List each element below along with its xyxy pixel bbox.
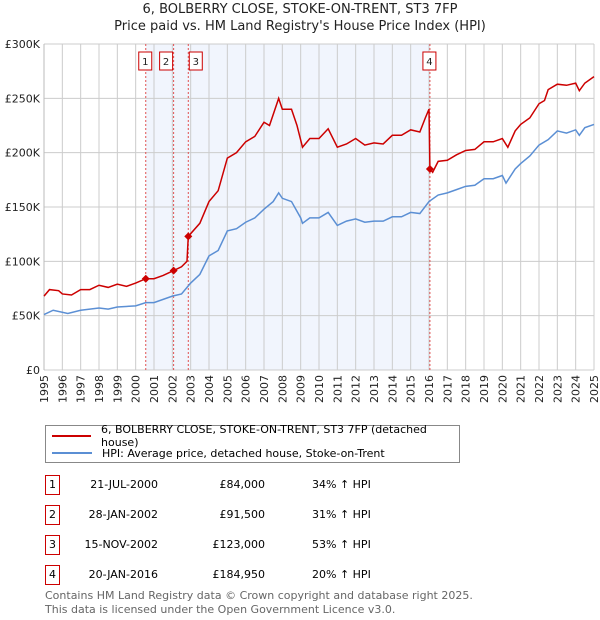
legend-label: HPI: Average price, detached house, Stok… <box>102 446 385 460</box>
x-tick-label: 2011 <box>331 375 344 403</box>
sale-price: £123,000 <box>212 538 266 551</box>
x-tick-label: 2001 <box>148 375 161 403</box>
legend-swatch-blue <box>52 452 92 454</box>
x-tick-label: 2018 <box>460 375 473 403</box>
y-tick-label: £150K <box>5 201 41 214</box>
series-line <box>43 123 595 316</box>
sale-marker-box <box>159 51 174 71</box>
sale-price: £184,950 <box>212 568 266 581</box>
sale-number: 1 <box>45 475 60 495</box>
x-tick-label: 2008 <box>276 375 289 403</box>
x-tick-label: 2019 <box>478 375 491 403</box>
x-tick-label: 2021 <box>515 375 528 403</box>
y-tick-label: £0 <box>26 364 40 377</box>
sale-date: 28-JAN-2002 <box>88 508 158 521</box>
x-tick-label: 2025 <box>588 375 600 403</box>
x-tick-label: 2002 <box>166 375 179 403</box>
y-tick-label: £50K <box>12 310 41 323</box>
x-tick-label: 2020 <box>496 375 509 403</box>
y-tick-label: £100K <box>5 255 41 268</box>
legend-item-property: 6, BOLBERRY CLOSE, STOKE-ON-TRENT, ST3 7… <box>52 423 459 449</box>
sale-point <box>425 165 434 174</box>
sale-row: 1 21-JUL-2000 £84,000 34% ↑ HPI <box>45 475 465 495</box>
sale-marker-label: 2 <box>163 57 169 68</box>
chart-subtitle: Price paid vs. HM Land Registry's House … <box>114 19 486 34</box>
sale-hpi-diff: 31% ↑ HPI <box>312 508 371 521</box>
sale-number: 3 <box>45 535 60 555</box>
sale-marker-label: 1 <box>142 57 148 68</box>
x-tick-label: 2014 <box>386 375 399 403</box>
x-tick-label: 1999 <box>111 375 124 403</box>
footer-line-1: Contains HM Land Registry data © Crown c… <box>45 589 473 602</box>
x-tick-label: 1995 <box>38 375 51 403</box>
x-tick-label: 2023 <box>551 375 564 403</box>
sale-price: £91,500 <box>219 508 266 521</box>
sale-marker-box <box>188 51 203 71</box>
sale-point <box>184 232 193 241</box>
legend: 6, BOLBERRY CLOSE, STOKE-ON-TRENT, ST3 7… <box>45 423 460 463</box>
sale-hpi-diff: 53% ↑ HPI <box>312 538 371 551</box>
x-tick-label: 2003 <box>185 375 198 403</box>
y-tick-label: £200K <box>5 147 41 160</box>
y-tick-label: £300K <box>5 38 41 51</box>
x-tick-label: 2022 <box>533 375 546 403</box>
legend-label: 6, BOLBERRY CLOSE, STOKE-ON-TRENT, ST3 7… <box>101 423 427 449</box>
sale-row: 4 20-JAN-2016 £184,950 20% ↑ HPI <box>45 565 465 585</box>
x-tick-label: 1998 <box>93 375 106 403</box>
sale-marker-box <box>422 51 437 71</box>
x-tick-label: 2012 <box>350 375 363 403</box>
sale-date: 21-JUL-2000 <box>90 478 158 491</box>
sale-marker-label: 3 <box>193 57 199 68</box>
x-tick-label: 2007 <box>258 375 271 403</box>
sale-marker-box <box>138 51 153 71</box>
x-tick-label: 2005 <box>221 375 234 403</box>
x-tick-label: 2004 <box>203 375 216 403</box>
x-tick-label: 1996 <box>56 375 69 403</box>
footer-line-2: This data is licensed under the Open Gov… <box>45 603 396 616</box>
x-tick-label: 2009 <box>295 375 308 403</box>
legend-swatch-red <box>52 435 92 437</box>
series-line <box>43 75 595 297</box>
sale-number: 4 <box>45 565 60 585</box>
x-tick-label: 1997 <box>75 375 88 403</box>
x-tick-label: 2016 <box>423 375 436 403</box>
sale-point <box>141 274 150 283</box>
legend-item-hpi: HPI: Average price, detached house, Stok… <box>52 445 385 461</box>
sale-row: 2 28-JAN-2002 £91,500 31% ↑ HPI <box>45 505 465 525</box>
x-tick-label: 2010 <box>313 375 326 403</box>
x-tick-label: 2013 <box>368 375 381 403</box>
sale-hpi-diff: 20% ↑ HPI <box>312 568 371 581</box>
y-tick-label: £250K <box>5 92 41 105</box>
x-tick-label: 2017 <box>441 375 454 403</box>
sale-point <box>169 266 178 275</box>
sale-date: 20-JAN-2016 <box>88 568 158 581</box>
chart-title: 6, BOLBERRY CLOSE, STOKE-ON-TRENT, ST3 7… <box>142 2 458 17</box>
sale-number: 2 <box>45 505 60 525</box>
sale-marker-label: 4 <box>426 57 432 68</box>
sale-row: 3 15-NOV-2002 £123,000 53% ↑ HPI <box>45 535 465 555</box>
sale-price: £84,000 <box>219 478 266 491</box>
x-tick-label: 2024 <box>570 375 583 403</box>
x-tick-label: 2015 <box>405 375 418 403</box>
sale-date: 15-NOV-2002 <box>84 538 158 551</box>
plot-area: 1995 1996 1997 1998 1999 2000 2001 2002 2003 2004… <box>5 38 600 403</box>
sale-hpi-diff: 34% ↑ HPI <box>312 478 371 491</box>
x-tick-label: 2006 <box>240 375 253 403</box>
x-tick-label: 2000 <box>130 375 143 403</box>
